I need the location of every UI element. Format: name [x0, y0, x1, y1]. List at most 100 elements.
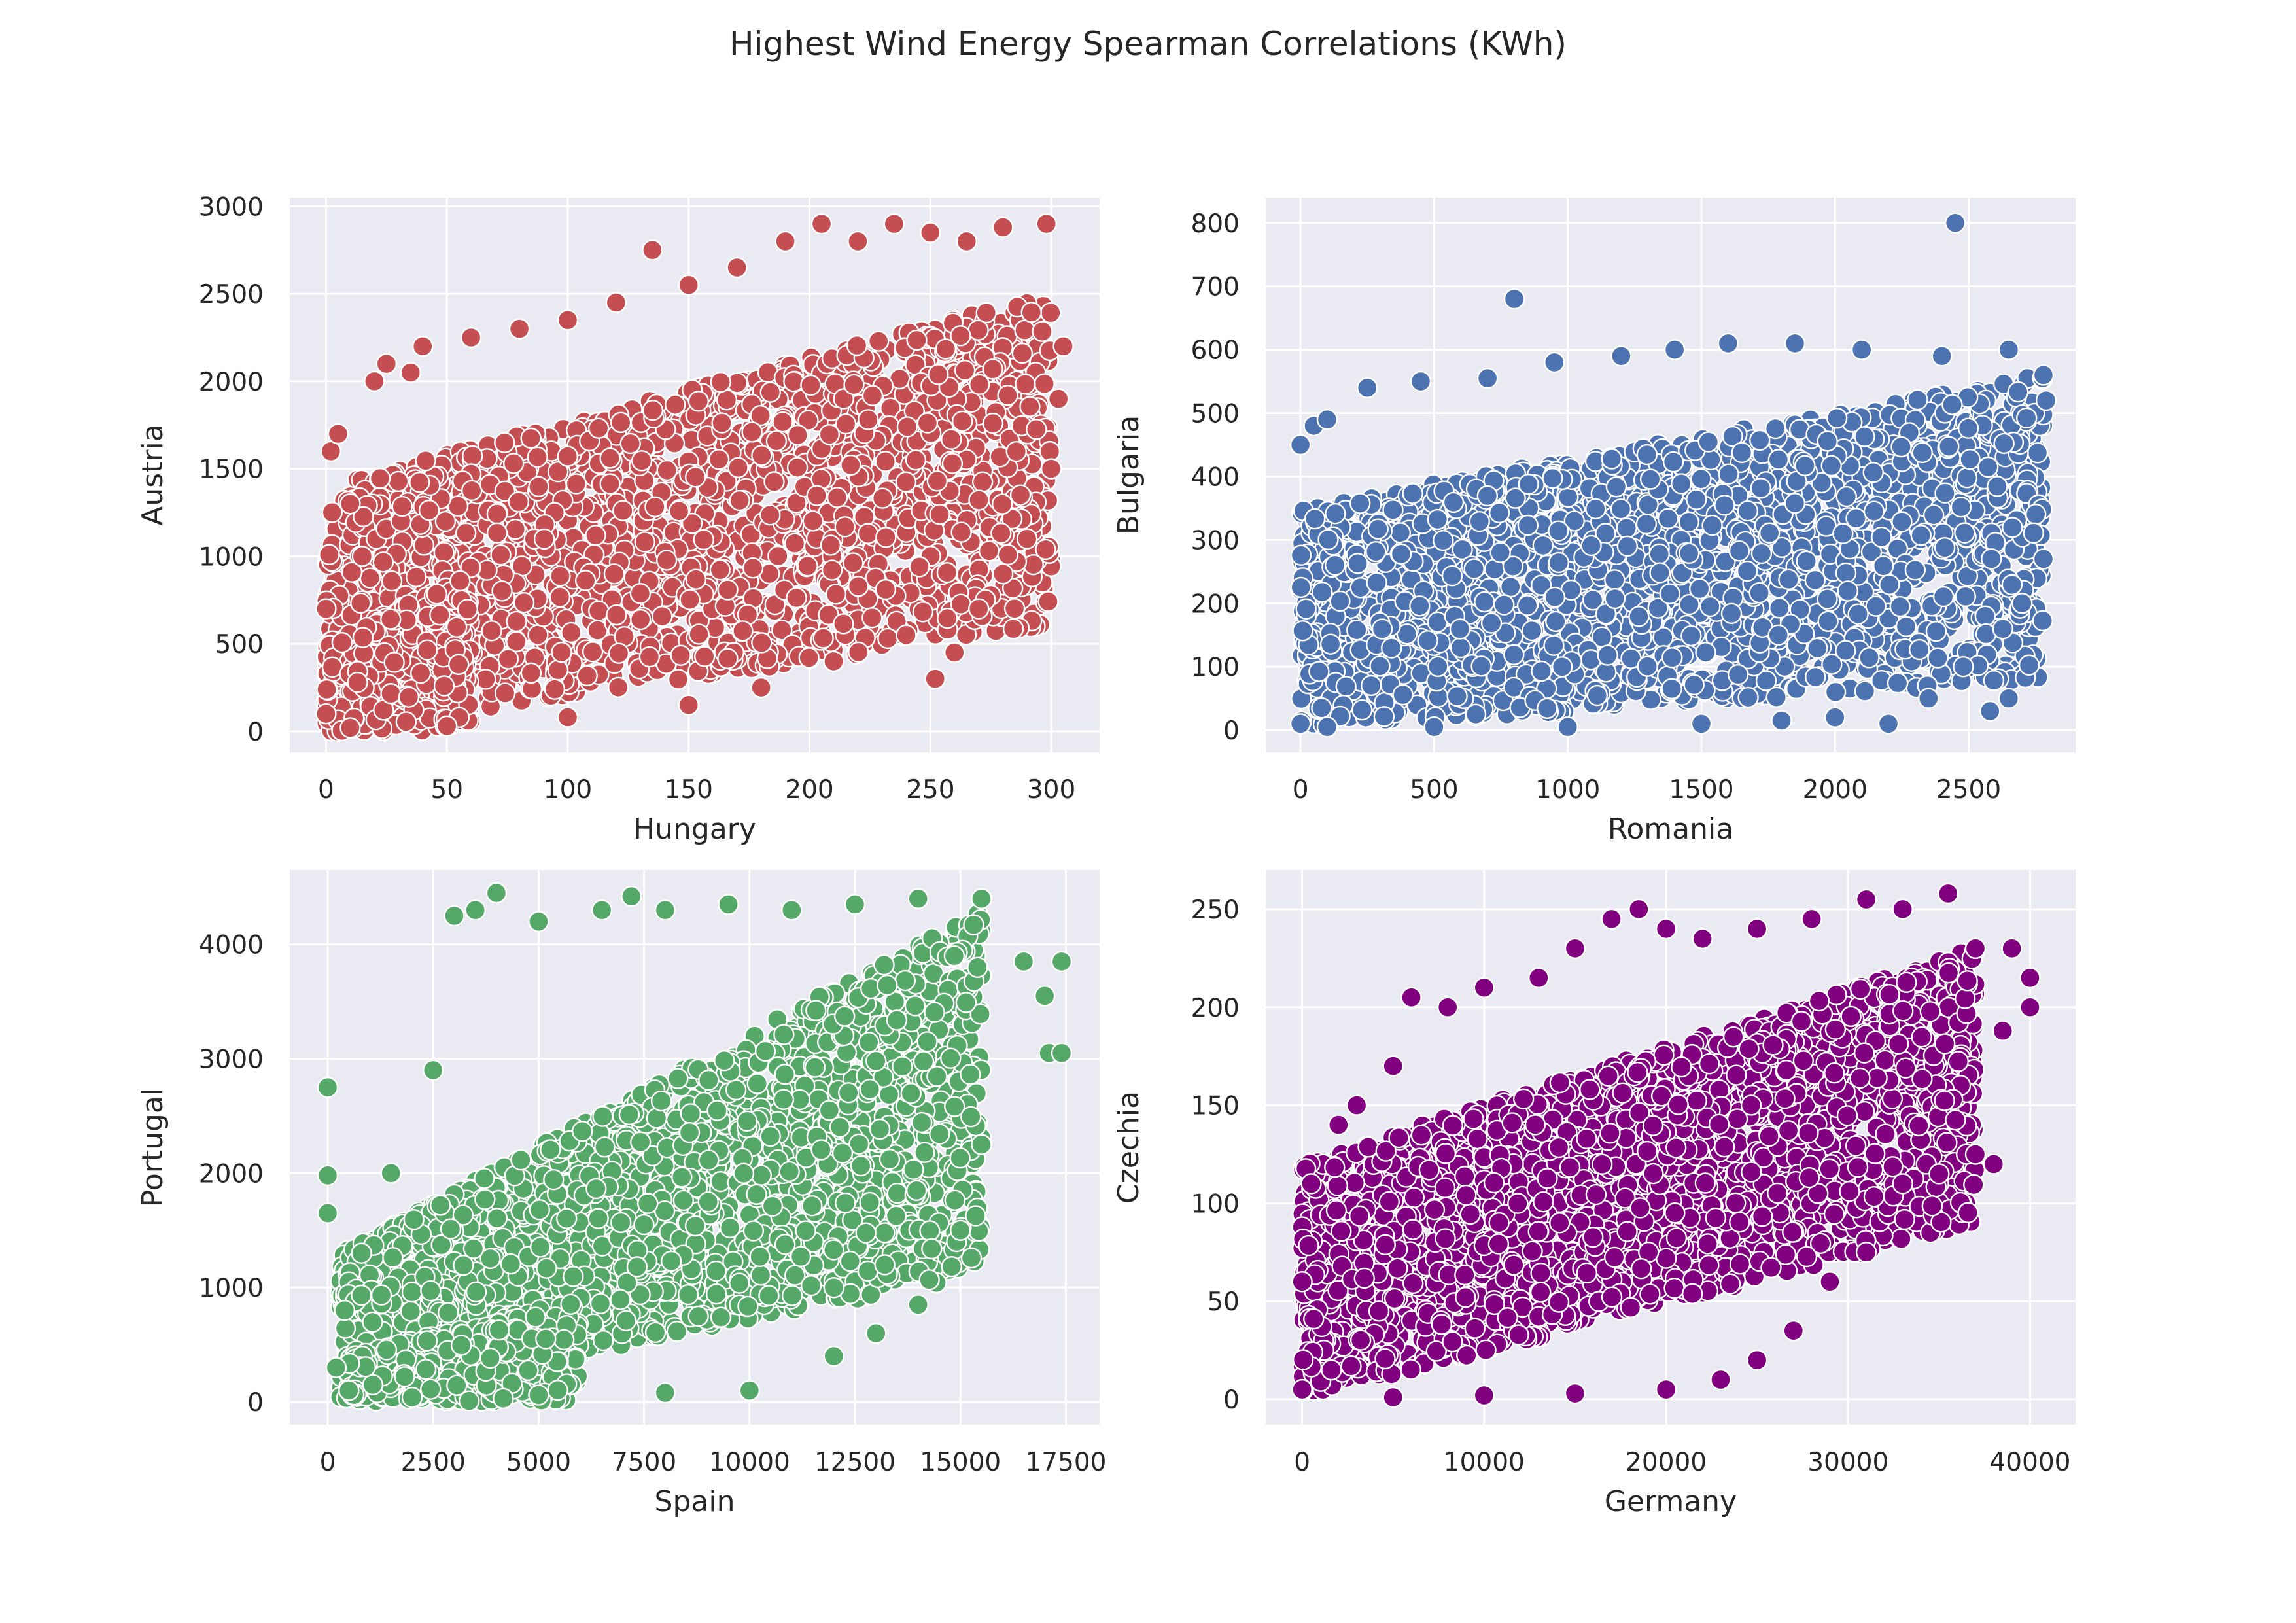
scatter-point [670, 644, 691, 666]
scatter-point [1014, 319, 1035, 341]
scatter-point [818, 424, 841, 445]
scatter-point [433, 542, 455, 563]
scatter-point [506, 631, 527, 653]
scatter-point [726, 256, 748, 279]
scatter-point [2032, 610, 2054, 632]
scatter-point [1034, 373, 1055, 394]
scatter-point [445, 616, 468, 638]
scatter-point [802, 510, 824, 532]
scatter-point [906, 329, 928, 351]
scatter-point [638, 646, 661, 668]
x-tick-label: 100 [544, 775, 592, 805]
scatter-point [557, 445, 579, 467]
scatter-point [320, 440, 342, 462]
x-tick-label: 300 [1027, 775, 1075, 805]
scatter-point [784, 532, 806, 554]
scatter-point [494, 432, 515, 453]
scatter-point [341, 561, 363, 583]
scatter-point [786, 457, 809, 478]
scatter-point [544, 678, 566, 700]
scatter-point [709, 559, 731, 581]
scatter-point [528, 476, 549, 498]
scatter-point [875, 527, 897, 548]
scatter-point [513, 592, 535, 614]
scatter-point [905, 449, 927, 471]
scatter-point [835, 413, 857, 435]
scatter-point [347, 671, 368, 693]
scatter-point [912, 601, 934, 623]
scatter-point [447, 654, 470, 675]
scatter-point [798, 647, 820, 669]
scatter-point [380, 683, 402, 705]
scatter-point [875, 578, 897, 601]
scatter-point [929, 504, 950, 525]
scatter-point [861, 385, 884, 406]
scatter-point [490, 544, 512, 566]
scatter-point [599, 473, 621, 495]
scatter-point [688, 623, 710, 645]
scatter-point [868, 330, 890, 352]
scatter-point [1001, 578, 1024, 599]
scatter-point [1035, 213, 1057, 235]
x-tick-label: 150 [665, 775, 713, 805]
scatter-point [603, 563, 625, 585]
scatter-point [820, 534, 842, 556]
x-tick-label: 200 [785, 775, 833, 805]
scatter-point [967, 319, 989, 341]
scatter-point [655, 550, 678, 571]
scatter-point [551, 641, 572, 663]
scatter-point [433, 675, 455, 697]
scatter-point [1011, 342, 1034, 364]
scatter-point [455, 522, 477, 544]
scatter-point [415, 450, 436, 472]
scatter-point [375, 353, 398, 375]
scatter-point [916, 412, 939, 434]
scatter-point [380, 608, 402, 630]
scatter-point [833, 388, 854, 410]
scatter-point [321, 502, 343, 523]
scatter-point [486, 522, 508, 544]
scatter-point [364, 370, 385, 393]
scatter-point [351, 546, 374, 567]
scatter-point [990, 522, 1012, 544]
scatter-point [667, 669, 689, 690]
scatter-point [772, 411, 793, 433]
scatter-point [941, 428, 962, 450]
scatter-point [631, 450, 653, 472]
scatter-point [461, 480, 483, 502]
scatter-point [557, 707, 579, 728]
scatter-point [504, 518, 526, 540]
scatter-point [693, 529, 714, 551]
scatter-point [1015, 374, 1036, 395]
scatter-point [413, 534, 435, 556]
scatter-point [679, 589, 701, 610]
scatter-point [400, 362, 421, 383]
scatter-point [387, 470, 409, 493]
scatter-point [585, 525, 606, 546]
scatter-point [481, 620, 502, 642]
scatter-point [678, 274, 699, 296]
scatter-point [372, 551, 394, 573]
scatter-point [418, 499, 440, 521]
scatter-point [678, 694, 699, 716]
scatter-point [727, 457, 749, 479]
subplot-2: 0 500 1000 1500 2000 250001002003004005006007… [1112, 198, 2076, 846]
scatter-point [896, 624, 917, 646]
scatter-point [783, 371, 805, 393]
scatter-point [1016, 528, 1038, 550]
scatter-point [826, 487, 848, 508]
scatter-points [1289, 212, 2057, 738]
scatter-point [950, 325, 971, 347]
scatter-point [462, 445, 483, 467]
scatter-point [520, 662, 542, 684]
scatter-point [429, 604, 451, 626]
scatter-point [608, 642, 630, 664]
scatter-point [857, 523, 879, 544]
scatter-point [759, 381, 781, 403]
y-tick-label: 2500 [199, 280, 264, 309]
scatter-point [710, 371, 731, 393]
scatter-point [694, 646, 716, 667]
scatter-point [771, 619, 793, 641]
scatter-point [825, 584, 847, 605]
